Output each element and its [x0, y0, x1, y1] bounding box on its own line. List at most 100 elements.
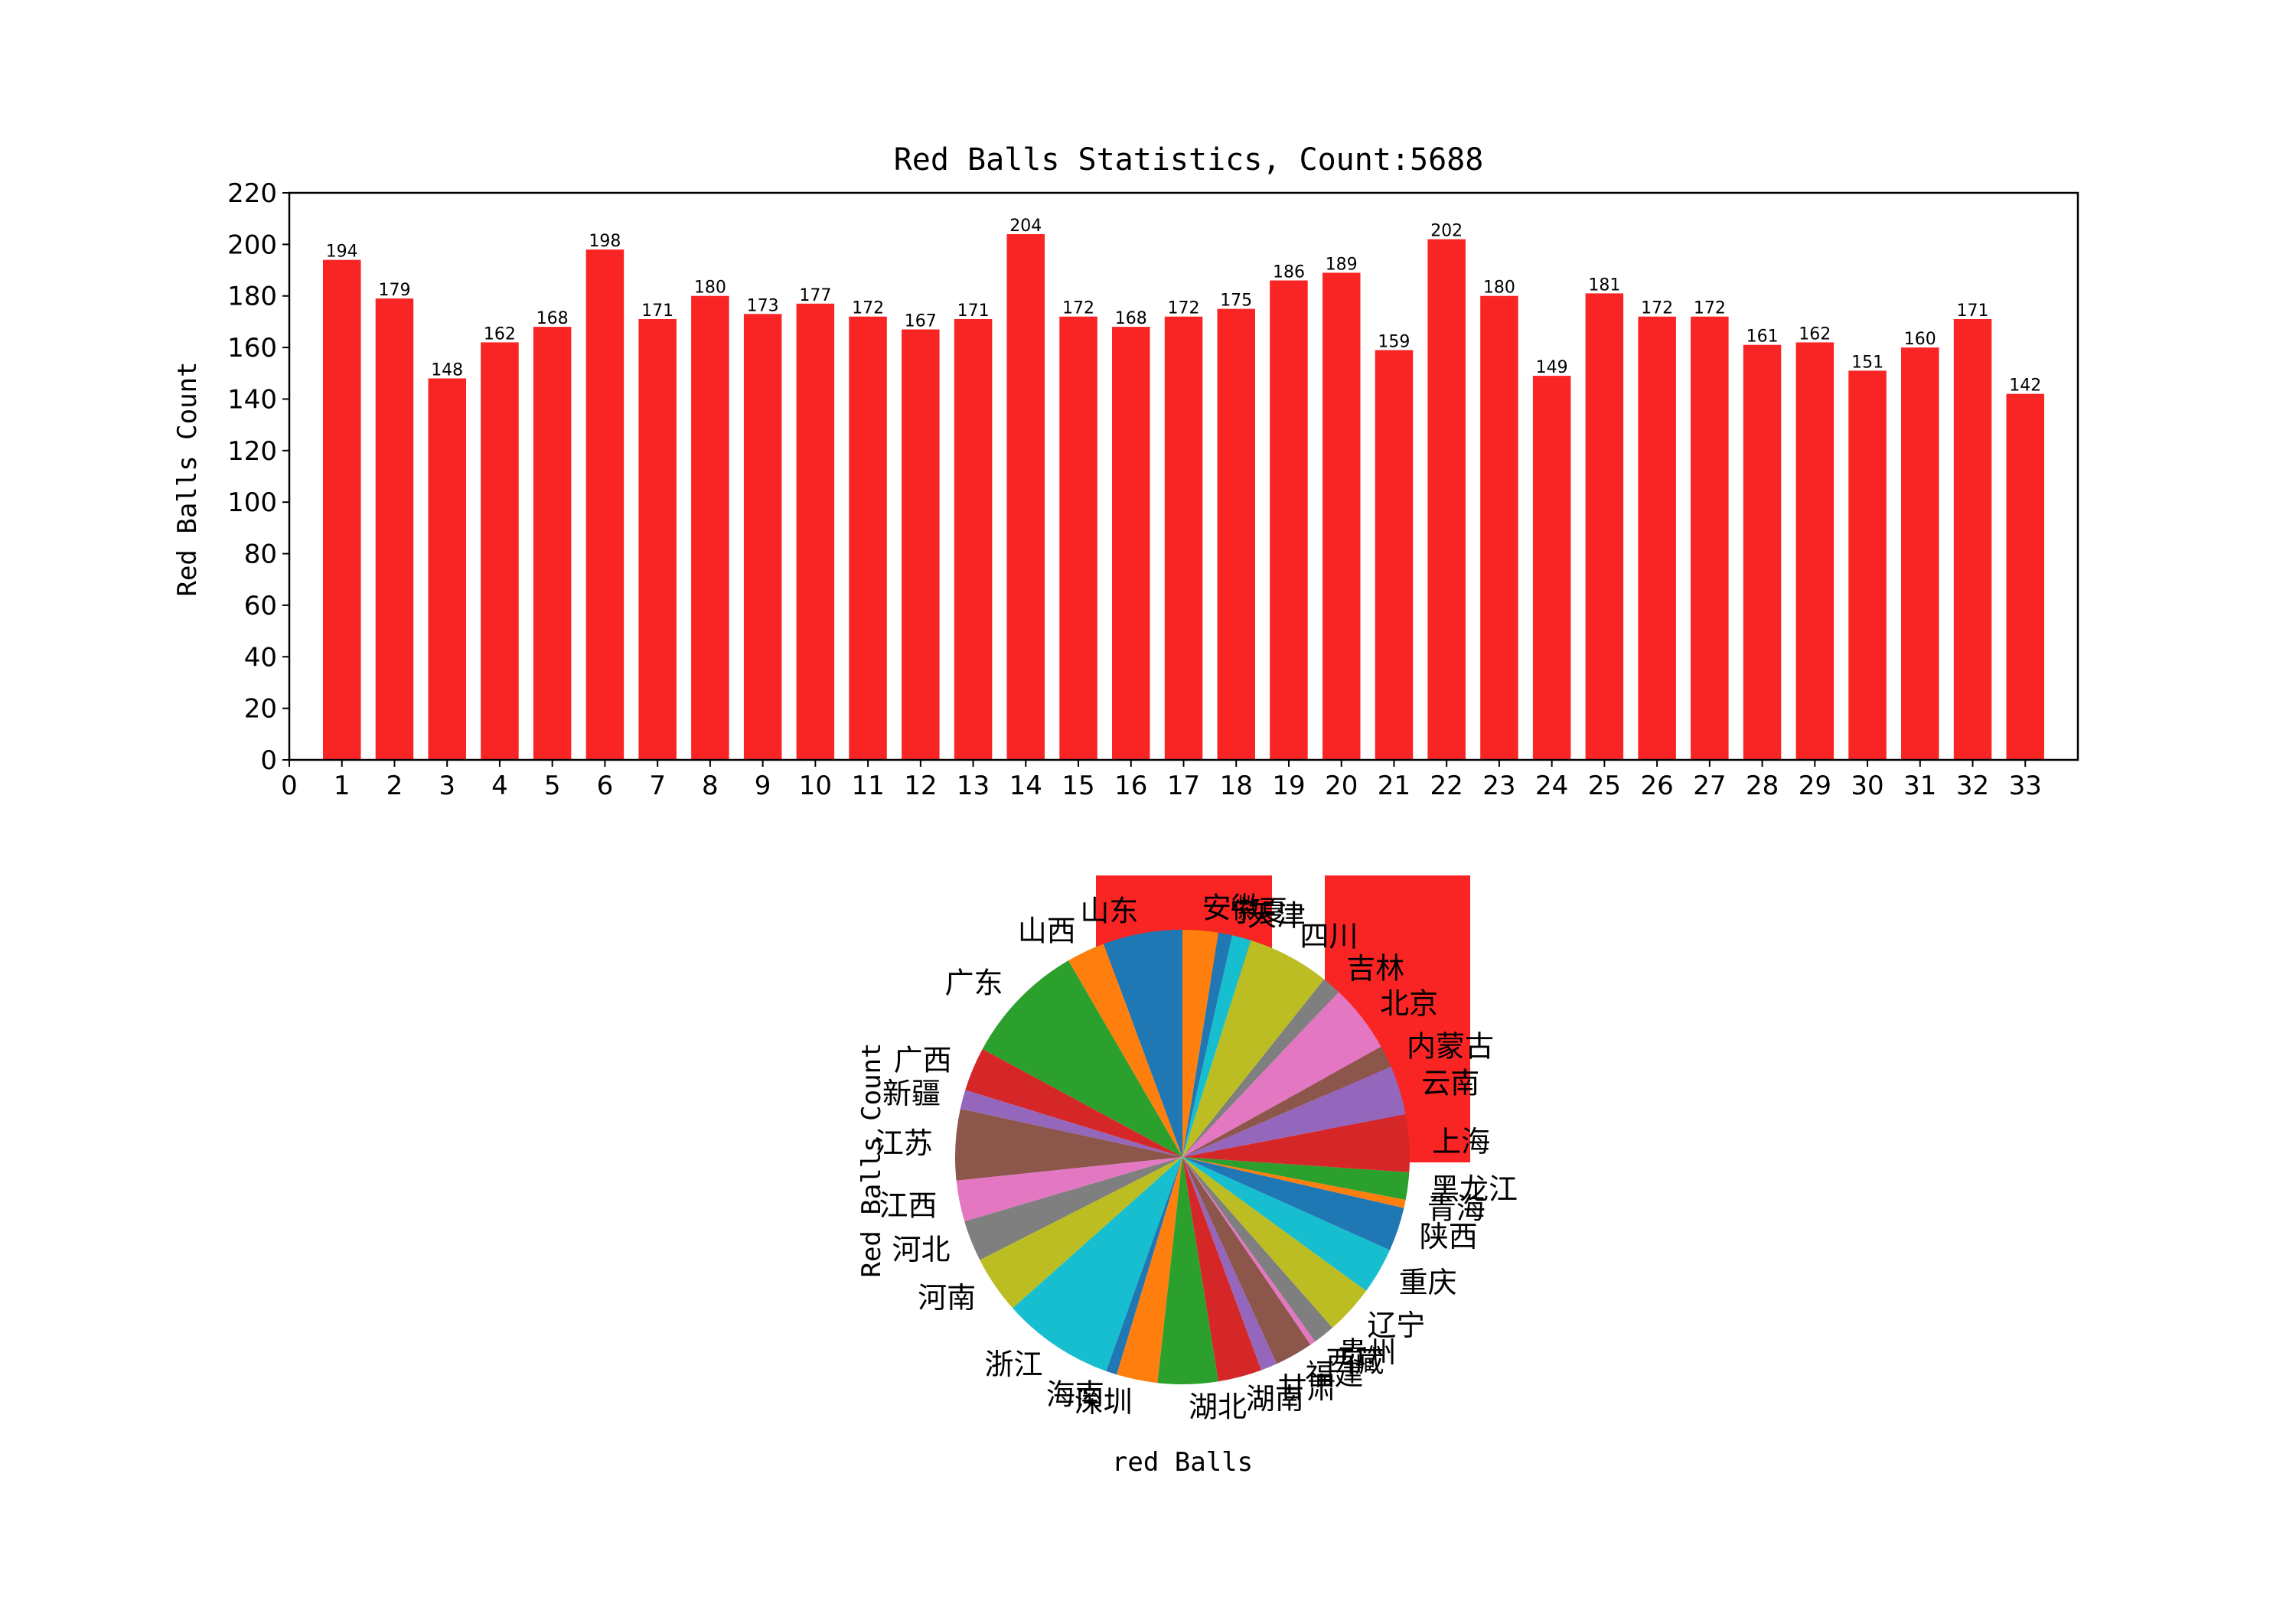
bar-value-label-21: 159 — [1378, 333, 1410, 352]
x-tick-label-31: 31 — [1903, 771, 1936, 801]
pie-label-2: 广东 — [944, 966, 1003, 1000]
pie-slice-28 — [1182, 940, 1324, 1157]
pie-label-0: 山东 — [1080, 894, 1138, 927]
bar-value-label-4: 162 — [484, 324, 516, 344]
x-tick-label-9: 9 — [755, 771, 771, 801]
bar-value-label-11: 172 — [852, 299, 884, 318]
y-tick-label-160: 160 — [227, 333, 277, 363]
pie-label-7: 河北 — [892, 1233, 950, 1266]
x-tick-label-25: 25 — [1588, 771, 1621, 801]
pie-slice-19 — [1182, 1157, 1390, 1291]
x-tick-label-5: 5 — [544, 771, 561, 801]
bar-32 — [1953, 319, 1992, 760]
bar-33 — [2006, 393, 2044, 760]
y-tick-label-180: 180 — [227, 282, 277, 312]
bar-20 — [1322, 272, 1361, 760]
pie-slice-0 — [1103, 930, 1182, 1157]
y-tick-label-100: 100 — [227, 487, 277, 518]
pie-slice-30 — [1182, 932, 1232, 1157]
x-tick-label-22: 22 — [1430, 771, 1463, 801]
bar-25 — [1585, 293, 1624, 760]
bar-value-label-22: 202 — [1430, 222, 1463, 241]
bar-2 — [375, 298, 414, 761]
bar-24 — [1532, 376, 1571, 760]
pie-label-23: 上海 — [1432, 1125, 1490, 1159]
pie-slice-27 — [1182, 979, 1339, 1157]
x-tick-label-15: 15 — [1062, 771, 1094, 801]
pie-label-30: 宁夏 — [1230, 895, 1288, 928]
x-tick-label-32: 32 — [1956, 771, 1989, 801]
bar-28 — [1743, 344, 1782, 760]
pie-slice-24 — [1182, 1066, 1406, 1157]
pie-label-11: 深圳 — [1075, 1385, 1133, 1419]
bar-value-label-26: 172 — [1641, 299, 1673, 318]
y-tick-label-20: 20 — [244, 694, 277, 725]
plot-area-frame — [288, 191, 2079, 761]
x-tick-label-13: 13 — [957, 771, 990, 801]
bar-chart: Red Balls Statistics, Count:5688 Red Bal… — [172, 142, 2079, 801]
bar-value-label-30: 151 — [1851, 353, 1883, 372]
bar-29 — [1795, 342, 1835, 760]
y-tick-label-220: 220 — [227, 178, 277, 209]
pie-label-4: 新疆 — [882, 1077, 941, 1110]
bar-value-label-16: 168 — [1115, 309, 1147, 328]
x-tick-label-4: 4 — [491, 771, 508, 801]
pie-label-24: 云南 — [1421, 1067, 1479, 1100]
y-tick-label-60: 60 — [244, 591, 277, 621]
pie-slice-7 — [964, 1157, 1182, 1260]
x-tick-label-24: 24 — [1535, 771, 1568, 801]
pie-y-axis-label: Red Balls Count — [856, 1042, 887, 1277]
bar-9 — [743, 314, 782, 760]
pie-label-20: 陕西 — [1420, 1220, 1478, 1253]
bar-11 — [849, 316, 887, 760]
bar-value-label-28: 161 — [1746, 328, 1779, 347]
bar-26 — [1638, 316, 1676, 760]
x-tick-label-23: 23 — [1482, 771, 1515, 801]
bar-19 — [1270, 280, 1308, 760]
pie-slice-26 — [1182, 992, 1381, 1157]
bar-value-label-5: 168 — [536, 309, 569, 328]
pie-label-10: 海南 — [1046, 1377, 1104, 1411]
chart-title: Red Balls Statistics, Count:5688 — [894, 142, 1484, 178]
pie-slice-25 — [1182, 1046, 1391, 1157]
bar-value-label-25: 181 — [1588, 275, 1620, 295]
x-tick-label-12: 12 — [904, 771, 937, 801]
pie-label-1: 山西 — [1018, 914, 1076, 947]
pie-slice-1 — [1068, 944, 1182, 1157]
bar-13 — [954, 319, 993, 760]
bar-value-label-15: 172 — [1062, 299, 1094, 318]
pie-slice-2 — [982, 960, 1182, 1157]
bar-10 — [796, 303, 835, 760]
x-tick-label-11: 11 — [851, 771, 884, 801]
pie-slice-9 — [1013, 1157, 1182, 1371]
x-tick-label-10: 10 — [799, 771, 832, 801]
y-axis-label: Red Balls Count — [172, 361, 203, 596]
x-tick-label-17: 17 — [1167, 771, 1200, 801]
pie-label-3: 广西 — [894, 1044, 952, 1077]
pie-label-28: 四川 — [1300, 920, 1358, 953]
bar-value-label-7: 171 — [641, 302, 673, 321]
bar-value-label-33: 142 — [2009, 376, 2041, 396]
pie-slice-31 — [1182, 930, 1218, 1157]
pie-slice-5 — [954, 1108, 1182, 1181]
pie-label-31: 安徽 — [1202, 891, 1261, 924]
bar-value-label-9: 173 — [747, 296, 779, 315]
x-tick-label-18: 18 — [1220, 771, 1253, 801]
x-tick-label-27: 27 — [1693, 771, 1726, 801]
pie-label-21: 青海 — [1427, 1191, 1486, 1225]
x-tick-group: 0 1 2 3 4 5 6 7 8 9 10 11 12 13 14 15 16 17 18 19 20 21 22 23 24… — [281, 760, 2042, 801]
x-tick-label-3: 3 — [439, 771, 455, 801]
pie-label-13: 湖南 — [1246, 1382, 1304, 1416]
pie-slice-3 — [965, 1048, 1182, 1157]
bar-30 — [1848, 370, 1887, 760]
pie-label-29: 天津 — [1247, 899, 1306, 933]
pie-x-axis-label: red Balls — [1112, 1447, 1253, 1478]
bar-8 — [691, 295, 729, 760]
pie-slice-14 — [1182, 1157, 1277, 1371]
x-tick-label-20: 20 — [1325, 771, 1358, 801]
bar-value-label-12: 167 — [905, 312, 937, 331]
pie-label-5: 江苏 — [875, 1126, 933, 1160]
pie-label-9: 浙江 — [984, 1348, 1042, 1381]
